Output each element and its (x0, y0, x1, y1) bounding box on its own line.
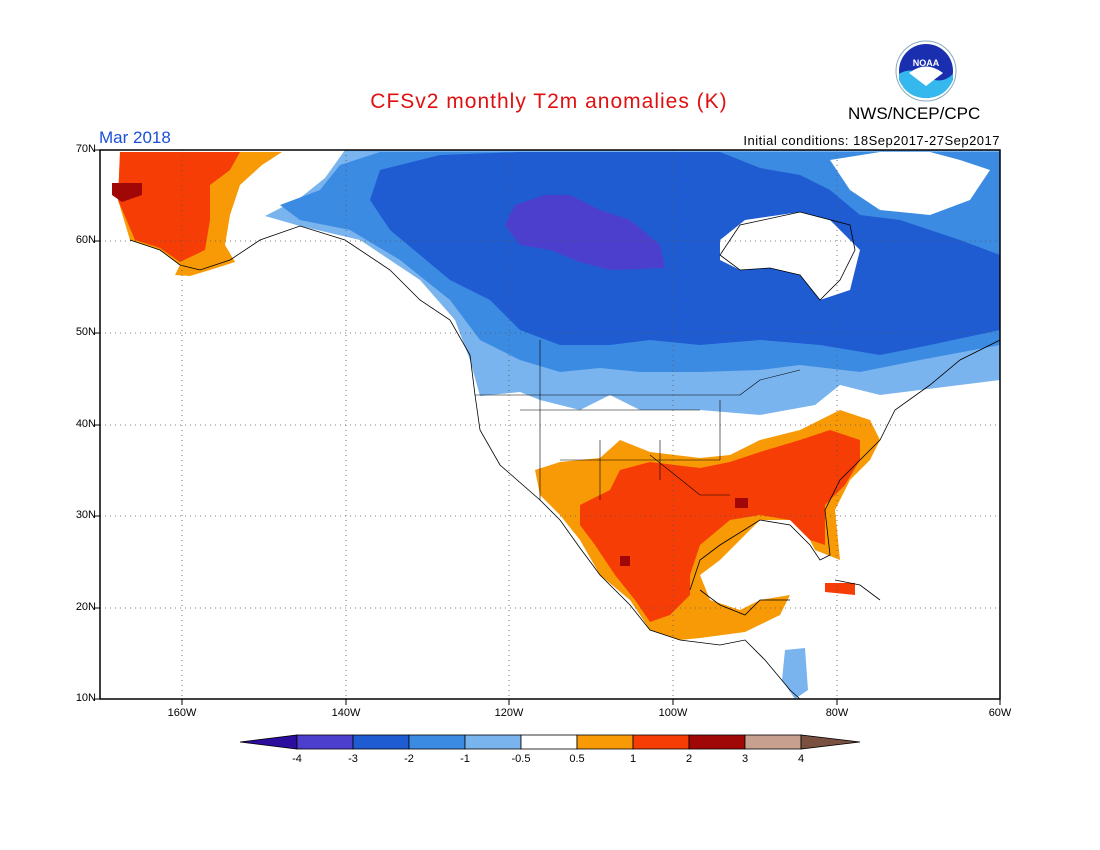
lat-label-20n: 20N (75, 601, 96, 613)
colorbar-label: -0.5 (511, 753, 531, 765)
lon-label-160w: 160W (167, 707, 197, 719)
colorbar-label: 4 (797, 753, 805, 765)
forecast-month: Mar 2018 (99, 128, 171, 147)
anomaly-region-warm-alaska-red (118, 152, 240, 262)
colorbar-segment (352, 734, 410, 750)
colorbar-label: -3 (348, 753, 358, 765)
colorbar-segment (464, 734, 522, 750)
anomaly-region-warm-caribbean (825, 583, 855, 595)
lon-label-140w: 140W (331, 707, 361, 719)
colorbar-label: 3 (741, 753, 749, 765)
colorbar (239, 734, 861, 750)
lon-label-100w: 100W (658, 707, 688, 719)
colorbar-label: 2 (685, 753, 693, 765)
map-title: CFSv2 monthly T2m anomalies (K) (370, 90, 728, 113)
noaa-logo-text: NOAA (913, 58, 940, 68)
agency-label: NWS/NCEP/CPC (848, 104, 981, 123)
initial-conditions: Initial conditions: 18Sep2017-27Sep2017 (743, 133, 1000, 148)
lat-label-60n: 60N (75, 234, 96, 246)
lat-label-40n: 40N (75, 418, 96, 430)
anomaly-region-warm-dark-1 (735, 498, 748, 508)
neutral-region-hudson (720, 212, 860, 300)
colorbar-segment (296, 734, 354, 750)
colorbar-segment (688, 734, 746, 750)
colorbar-segment (576, 734, 634, 750)
colorbar-label: -4 (292, 753, 302, 765)
lon-label-60w: 60W (988, 707, 1012, 719)
lon-label-120w: 120W (494, 707, 524, 719)
colorbar-label: 1 (629, 753, 637, 765)
lat-label-30n: 30N (75, 509, 96, 521)
colorbar-label: -2 (404, 753, 414, 765)
noaa-logo: NOAA (895, 40, 957, 102)
colorbar-segment (744, 734, 802, 750)
political-borders (475, 340, 801, 500)
neutral-region-arctic (830, 152, 990, 215)
lat-label-50n: 50N (75, 326, 96, 338)
colorbar-label: -1 (460, 753, 470, 765)
colorbar-arrow-high (800, 734, 861, 750)
anomaly-region-warm-red (580, 430, 860, 622)
lat-label-70n: 70N (75, 143, 96, 155)
graticule (100, 150, 1000, 699)
colorbar-arrow-low (239, 734, 298, 750)
colorbar-segment (520, 734, 578, 750)
colorbar-label: 0.5 (569, 753, 585, 765)
anomaly-region-warm-alaska-dark (112, 183, 142, 202)
lat-label-10n: 10N (75, 692, 96, 704)
lon-label-80w: 80W (825, 707, 849, 719)
coastline (129, 211, 1000, 699)
anomaly-region-cold-central-america (782, 648, 808, 699)
colorbar-segment (408, 734, 466, 750)
anomaly-region-cold-darkest (505, 195, 665, 270)
anomaly-region-warm-dark-2 (620, 556, 630, 566)
colorbar-segment (632, 734, 690, 750)
